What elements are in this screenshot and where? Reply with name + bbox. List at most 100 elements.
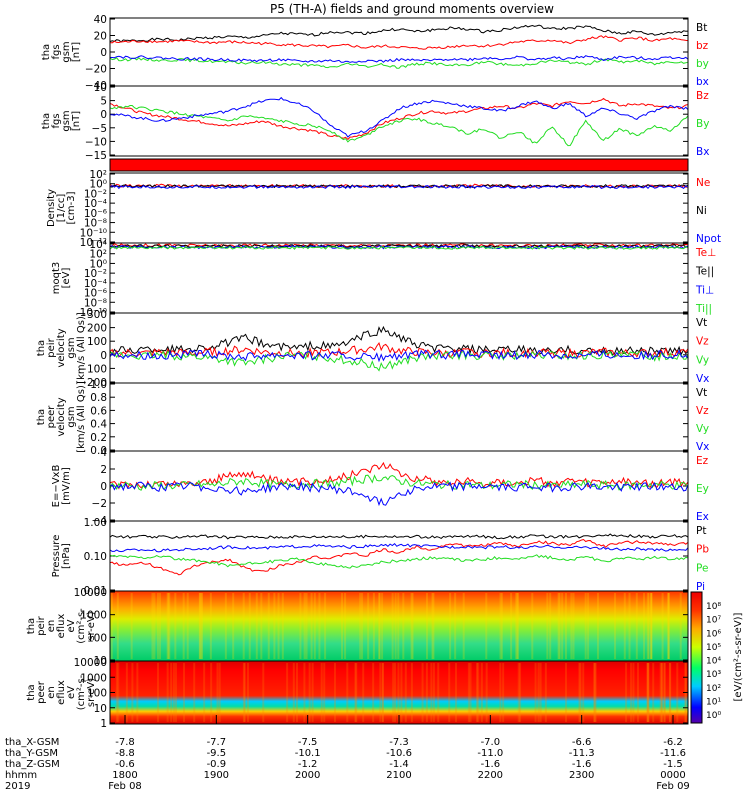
spectrogram-streak (313, 593, 316, 659)
panel-frame (109, 85, 689, 157)
spectrogram-streak (565, 663, 568, 722)
legend-entry: Pi (696, 581, 705, 593)
spectrogram-streak (516, 593, 519, 659)
spectrogram-streak (394, 593, 397, 659)
spectrogram-streak (267, 593, 270, 659)
spectrogram-streak (643, 593, 646, 659)
spectrogram-streak (660, 663, 663, 722)
spectrogram-streak (632, 663, 635, 722)
x-tick-label: 1900 (204, 770, 229, 781)
spectrogram-streak (404, 663, 407, 722)
spectrogram-streak (367, 593, 370, 659)
spectrogram-streak (248, 593, 251, 659)
spectrogram-streak (410, 593, 413, 659)
spectrogram-streak (623, 593, 626, 659)
spectrogram-streak (391, 593, 394, 659)
spectrogram-streak (324, 593, 327, 659)
spectrogram-streak (519, 663, 522, 722)
series-line-green (109, 554, 689, 569)
spectrogram-streak (650, 593, 653, 659)
legend-entry: Bx (696, 146, 709, 158)
y-tick-label: 10⁻² (84, 268, 107, 280)
spectrogram-streak (232, 593, 235, 659)
x-tick-label: -0.6 (115, 759, 135, 770)
y-axis-label: fgs (51, 44, 62, 59)
spectrogram-streak (402, 593, 405, 659)
spectrogram-streak (131, 663, 134, 722)
spectrogram-streak (534, 663, 537, 722)
y-tick-label: 0.01 (84, 585, 107, 597)
x-row-label: 2019 (5, 781, 30, 792)
spectrogram-streak (593, 663, 596, 722)
series-line-red (109, 538, 689, 576)
legend-entry: Vt (696, 317, 707, 329)
y-axis-label: tha (41, 113, 52, 129)
y-tick-label: 1 (100, 718, 107, 730)
x-row-label: tha_Y-GSM (5, 748, 58, 759)
legend-entry: Pe (696, 562, 708, 574)
spectrogram-streak (310, 593, 313, 659)
spectrogram-streak (381, 663, 384, 722)
y-tick-label: −10 (85, 136, 107, 148)
y-tick-label: −15 (85, 150, 107, 162)
legend-entry: Ne (696, 177, 710, 189)
y-tick-label: 10² (89, 169, 107, 181)
x-axis-table: tha_X-GSM -7.8 -7.7 -7.5 -7.3 -7.0 -6.6 -6.2 tha… (5, 715, 690, 792)
spectrogram-streak (570, 593, 573, 659)
plot-area (110, 243, 688, 313)
spectrogram-streak (516, 593, 519, 659)
y-axis-label: peir (36, 615, 47, 635)
spectrogram-streak (243, 663, 246, 722)
spectrogram-streak (355, 663, 358, 722)
series-line-red (109, 342, 689, 359)
spectrogram-streak (260, 593, 263, 659)
panel-2: 10 50 −5−10 −15 tha fgs gsm [nT] Bz By Bx (41, 82, 709, 162)
spectrogram-streak (510, 593, 513, 659)
spectrogram-streak (448, 663, 451, 722)
legend-entry: Vx (696, 441, 709, 453)
spectrogram-streak (311, 663, 314, 722)
y-tick-label: 1.0 (90, 379, 107, 391)
spectrogram-streak (564, 593, 567, 659)
series-line-red (109, 35, 689, 50)
y-tick-label: 10 (94, 655, 107, 667)
spectrogram-streak (210, 663, 213, 722)
y-tick-label: 1000 (80, 610, 107, 622)
spectrogram-streak (242, 593, 245, 659)
spectrogram-streak (361, 593, 364, 659)
y-axis-label: gsm (61, 110, 72, 131)
y-tick-label: −5 (92, 123, 107, 135)
plot-area (110, 18, 688, 86)
y-tick-label: 10⁻⁸ (84, 218, 107, 230)
spectrogram-streak (668, 663, 671, 722)
legend-entry: Vt (696, 387, 707, 399)
spectrogram-streak (397, 593, 400, 659)
y-axis-label: fgs (51, 113, 62, 128)
y-axis-label: (cm²-s- (76, 674, 87, 710)
spectrogram-streak (200, 593, 203, 659)
y-tick-label: 10 (94, 703, 107, 715)
y-tick-label: 200 (87, 323, 107, 335)
spectrogram-streak (517, 663, 520, 722)
spectrogram-streak (652, 663, 655, 722)
spectrogram-streak (216, 663, 219, 722)
spectrogram-streak (432, 663, 435, 722)
colorbar-scale (690, 591, 703, 724)
series-line-red (109, 461, 689, 490)
spectrogram-streak (667, 593, 670, 659)
spectrogram-streak (378, 593, 381, 659)
x-tick-label: -9.5 (207, 748, 227, 759)
y-axis-label: sr-eV) (86, 611, 97, 640)
spectrogram-streak (372, 663, 375, 722)
spectrogram-streak (584, 593, 587, 659)
spectrogram-streak (159, 593, 162, 659)
colorbar-tick: 10⁶ (706, 629, 721, 639)
spectrogram-streak (242, 663, 245, 722)
y-tick-label: 0.0 (90, 445, 107, 457)
panel-9: 1.00 0.10 0.01 Pressure [nPa] Pt Pb Pe Pi (51, 517, 709, 597)
panel-4: 10²10⁰10⁻²10⁻⁴10⁻⁶10⁻⁸10⁻¹⁰10⁻¹²Density[… (46, 169, 721, 249)
y-tick-label: 10⁰ (89, 179, 107, 191)
spectrogram-streak (614, 593, 617, 659)
